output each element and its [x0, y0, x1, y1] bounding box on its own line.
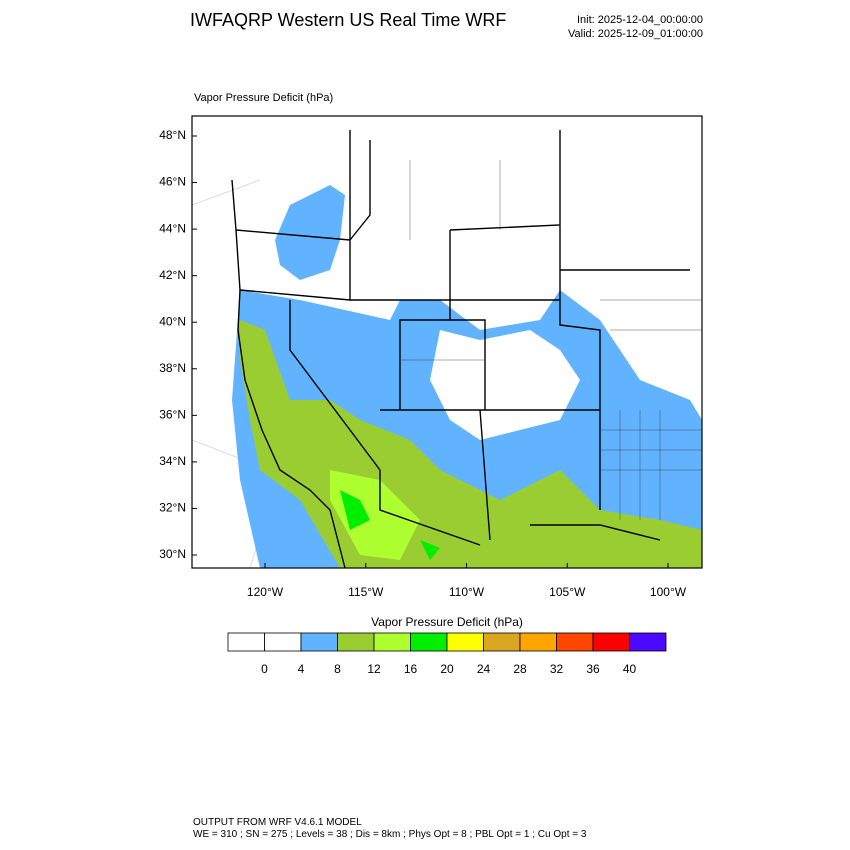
init-time: Init: 2025-12-04_00:00:00: [577, 14, 703, 26]
colorbar-label: 28: [513, 662, 527, 676]
map-frame: [191, 115, 703, 569]
colorbar: 0 4 8 12 16 20 24 28 32 36 40: [227, 632, 667, 676]
lon-label: 120°W: [247, 585, 284, 599]
lon-label: 105°W: [549, 585, 586, 599]
field-label: Vapor Pressure Deficit (hPa): [194, 92, 333, 104]
colorbar-label: 24: [477, 662, 491, 676]
colorbar-label: 40: [623, 662, 637, 676]
colorbar-label: 16: [404, 662, 418, 676]
colorbar-label: 0: [261, 662, 268, 676]
colorbar-label: 4: [298, 662, 305, 676]
colorbar-box: [483, 632, 521, 652]
vpd-16-20: [330, 470, 420, 560]
colorbar-box: [519, 632, 557, 652]
county-lines: [400, 160, 702, 520]
lat-label: 40°N: [159, 314, 186, 328]
state-lines: [235, 130, 690, 546]
lat-label: 36°N: [159, 408, 186, 422]
lat-label: 46°N: [159, 175, 186, 189]
colorbar-box: [300, 632, 338, 652]
lat-label: 38°N: [159, 361, 186, 375]
colorbar-title: Vapor Pressure Deficit (hPa): [371, 615, 523, 629]
colorbar-box: [373, 632, 411, 652]
lat-label: 44°N: [159, 221, 186, 235]
colorbar-box: [629, 632, 667, 652]
lat-label: 48°N: [159, 128, 186, 142]
map: [192, 116, 702, 568]
colorbar-label: 36: [586, 662, 600, 676]
coastline: [231, 179, 346, 568]
lat-label: 32°N: [159, 501, 186, 515]
footer-line-2: WE = 310 ; SN = 275 ; Levels = 38 ; Dis …: [193, 829, 587, 840]
colorbar-box: [337, 632, 375, 652]
lat-label: 42°N: [159, 268, 186, 282]
footer-line-1: OUTPUT FROM WRF V4.6.1 MODEL: [193, 817, 362, 828]
colorbar-box: [446, 632, 484, 652]
colorbar-box: [592, 632, 630, 652]
colorbar-box: [264, 632, 302, 652]
vpd-8-12-north: [275, 185, 345, 280]
vpd-low: [430, 330, 580, 440]
vpd-20-24: [340, 490, 440, 560]
colorbar-label: 20: [440, 662, 454, 676]
colorbar-label: 8: [334, 662, 341, 676]
colorbar-box: [556, 632, 594, 652]
colorbar-label: 12: [367, 662, 381, 676]
lon-label: 110°W: [449, 585, 485, 599]
lon-label: 115°W: [348, 585, 384, 599]
lat-label: 34°N: [159, 454, 186, 468]
colorbar-box: [410, 632, 448, 652]
colorbar-label: 32: [550, 662, 564, 676]
valid-time: Valid: 2025-12-09_01:00:00: [568, 28, 703, 40]
colorbar-box: [227, 632, 265, 652]
title: IWFAQRP Western US Real Time WRF: [190, 10, 506, 30]
lon-label: 100°W: [650, 585, 687, 599]
lat-label: 30°N: [159, 547, 186, 561]
